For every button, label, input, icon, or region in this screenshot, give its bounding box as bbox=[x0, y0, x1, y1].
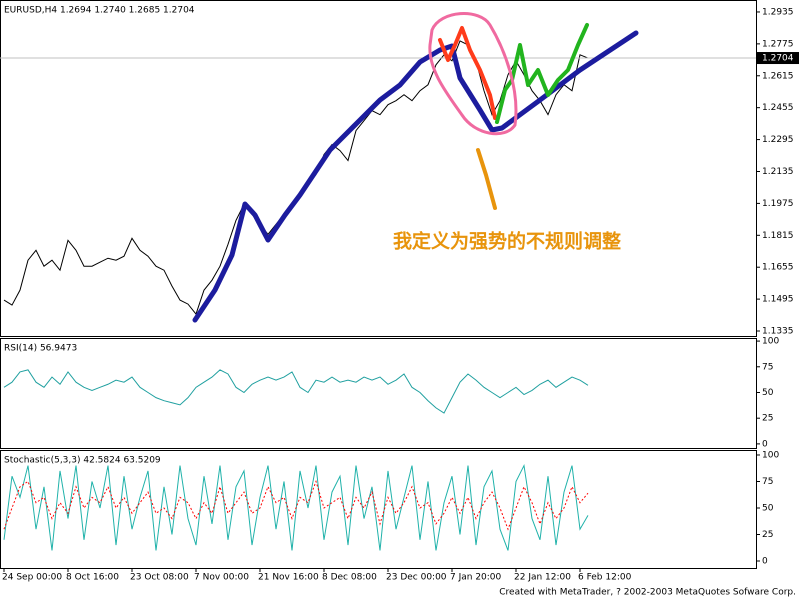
panel-frame bbox=[0, 0, 757, 337]
pointer-drawing bbox=[476, 148, 497, 210]
x-tick-label: 7 Jan 20:00 bbox=[450, 573, 502, 583]
y-tick-label: 1.2935 bbox=[762, 7, 794, 17]
y-tick-label: 25 bbox=[762, 530, 773, 540]
y-tick-label: 0 bbox=[762, 557, 768, 567]
x-tick-label: 6 Feb 12:00 bbox=[578, 573, 632, 583]
y-tick-label: 100 bbox=[762, 450, 779, 460]
y-tick-label: 1.2135 bbox=[762, 167, 794, 177]
y-tick-label: 1.1335 bbox=[762, 327, 794, 337]
panel-frame bbox=[0, 450, 757, 569]
x-tick-label: 21 Nov 16:00 bbox=[258, 573, 319, 583]
rebound-drawing bbox=[495, 23, 589, 124]
y-tick-label: 1.2775 bbox=[762, 39, 794, 49]
y-tick-label: 1.2455 bbox=[762, 103, 794, 113]
x-tick-label: 23 Dec 00:00 bbox=[386, 573, 447, 583]
x-tick-label: 23 Oct 08:00 bbox=[130, 573, 189, 583]
y-tick-label: 1.1815 bbox=[762, 231, 794, 241]
current-price-box bbox=[757, 52, 799, 65]
current-price-label: 1.2704 bbox=[762, 54, 794, 64]
y-tick-label: 1.1975 bbox=[762, 199, 794, 209]
x-tick-label: 7 Nov 00:00 bbox=[194, 573, 249, 583]
y-tick-label: 1.1655 bbox=[762, 263, 794, 273]
y-tick-label: 75 bbox=[762, 477, 773, 487]
trend-drawing bbox=[192, 30, 639, 323]
y-tick-label: 1.1495 bbox=[762, 295, 794, 305]
decline-drawing bbox=[438, 26, 497, 120]
series-line bbox=[3, 479, 589, 531]
panel-title: Stochastic(5,3,3) 42.5824 63.5209 bbox=[4, 456, 161, 466]
series-line bbox=[3, 369, 589, 414]
footer: Created with MetaTrader, ? 2002-2003 Met… bbox=[499, 588, 796, 598]
highlight-circle bbox=[428, 12, 518, 136]
y-tick-label: 50 bbox=[762, 503, 774, 513]
y-tick-label: 100 bbox=[762, 337, 779, 347]
y-tick-label: 50 bbox=[762, 388, 774, 398]
y-tick-label: 1.2615 bbox=[762, 71, 794, 81]
y-tick-label: 75 bbox=[762, 362, 773, 372]
hand-drawings bbox=[192, 12, 639, 323]
panel-title: EURUSD,H4 1.2694 1.2740 1.2685 1.2704 bbox=[4, 6, 195, 16]
x-tick-label: 24 Sep 00:00 bbox=[2, 573, 62, 583]
x-tick-label: 22 Jan 12:00 bbox=[514, 573, 571, 583]
y-tick-label: 1.2295 bbox=[762, 135, 794, 145]
x-tick-label: 8 Oct 16:00 bbox=[66, 573, 119, 583]
annotation: 我定义为强势的不规则调整 bbox=[393, 230, 621, 253]
panel-frame bbox=[0, 338, 757, 449]
panel-title: RSI(14) 56.9473 bbox=[4, 344, 77, 354]
y-tick-label: 0 bbox=[762, 439, 768, 449]
x-tick-label: 8 Dec 08:00 bbox=[322, 573, 377, 583]
y-tick-label: 25 bbox=[762, 414, 773, 424]
